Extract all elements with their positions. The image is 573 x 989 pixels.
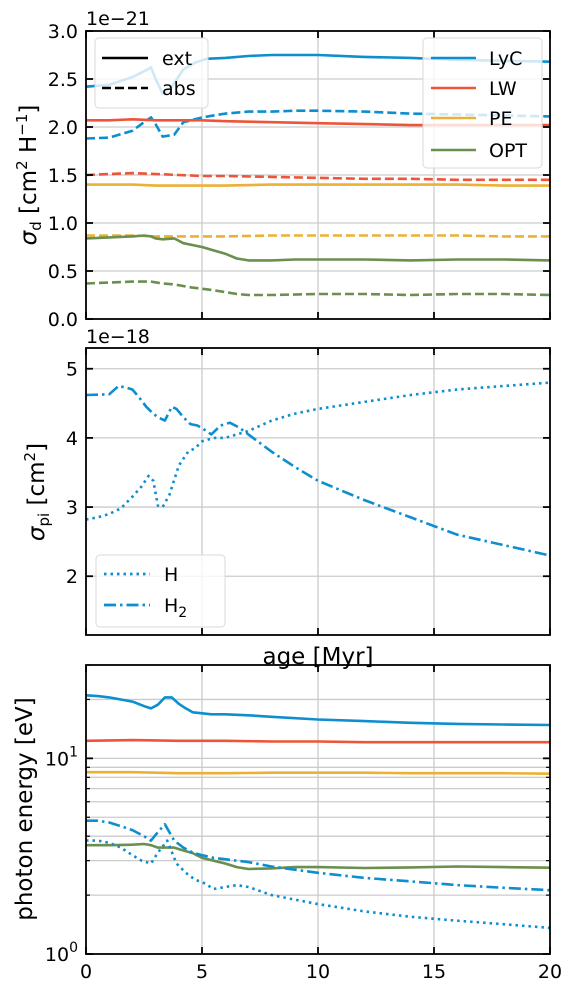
series-lw-solid-line — [85, 738, 550, 744]
series-pe-ext-line — [86, 183, 550, 187]
series-lyc-solid-line — [85, 694, 551, 727]
x-tick-label: 0 — [80, 961, 92, 983]
panel1-ylabel: σd [cm2 H−1] — [13, 105, 45, 246]
panel2-ticks: 2 3 4 5 — [66, 348, 551, 635]
series-lyc-abs-line — [85, 109, 551, 140]
series-pe-solid-line — [86, 770, 551, 775]
x-tick-label: 5 — [196, 961, 208, 983]
style-legend: ext abs — [94, 37, 209, 109]
series-h-dotted-line — [86, 839, 551, 930]
series-pe-abs-line — [86, 234, 550, 238]
y-tick-label: 0.0 — [48, 309, 78, 331]
band-legend: LyC LW PE OPT — [422, 37, 543, 169]
panel3-ticks: 0 5 10 15 20 100 101 — [45, 664, 562, 983]
panel1-scale-label: 1e−21 — [86, 8, 150, 30]
y-tick-label: 2 — [66, 566, 78, 588]
y-tick-label: 0.5 — [48, 261, 78, 283]
panel3-grid — [86, 665, 550, 954]
panel2-ylabel: σpi [cm2] — [21, 443, 53, 541]
panel3-ylabel: photon energy [eV] — [12, 697, 38, 921]
panel1-ticks: 0.0 0.5 1.0 1.5 2.0 2.5 3.0 — [48, 21, 551, 331]
species-legend: H H2 — [95, 554, 226, 628]
legend-lyc-label: LyC — [489, 48, 522, 70]
series-opt-abs-line — [85, 280, 551, 297]
y-tick-label: 5 — [66, 359, 78, 381]
legend-ext-label: ext — [162, 48, 192, 70]
y-tick-label: 3.0 — [48, 21, 78, 43]
panel2-scale-label: 1e−18 — [86, 326, 150, 348]
x-tick-label: 10 — [306, 961, 330, 983]
y-tick-label: 1.0 — [48, 213, 78, 235]
y-tick-label: 101 — [45, 744, 78, 770]
legend-pe-label: PE — [489, 108, 512, 130]
y-tick-label: 4 — [66, 428, 78, 450]
y-tick-label: 2.0 — [48, 117, 78, 139]
series-opt-ext-line — [85, 234, 551, 262]
series-h2-dashdot-line — [85, 384, 551, 557]
legend-h2-label: H2 — [164, 595, 187, 621]
series-h2-dashdot-line — [86, 819, 551, 892]
legend-opt-label: OPT — [489, 140, 527, 162]
panel-photon-energy: 0 5 10 15 20 100 101 photon energy [eV] — [12, 664, 562, 983]
x-tick-label: 20 — [538, 961, 562, 983]
legend-lw-label: LW — [489, 78, 517, 100]
y-tick-label: 3 — [66, 497, 78, 519]
series-opt-solid-line — [86, 842, 551, 871]
x-tick-label: 15 — [422, 961, 446, 983]
panel-dust-cross-section: 0.0 0.5 1.0 1.5 2.0 2.5 3.0 1e−21 σd [cm2 H−1]… — [13, 8, 551, 331]
y-tick-label: 2.5 — [48, 69, 78, 91]
panel3-series-lines — [85, 694, 551, 930]
legend-h-label: H — [164, 564, 178, 586]
series-lw-abs-line — [85, 171, 550, 182]
y-tick-label: 100 — [45, 940, 78, 966]
legend-abs-label: abs — [162, 78, 196, 100]
panel2-series-lines — [85, 381, 551, 557]
y-tick-label: 1.5 — [48, 165, 78, 187]
